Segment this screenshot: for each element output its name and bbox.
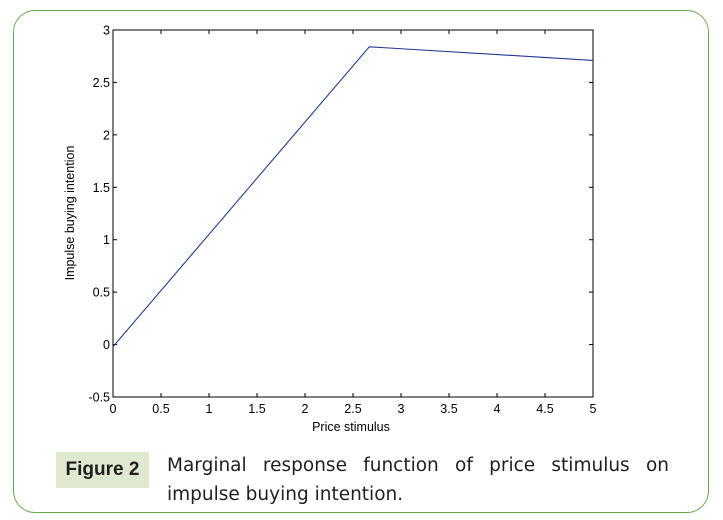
y-tick-label: 1.5 [93, 181, 110, 195]
figure-label: Figure 2 [56, 452, 149, 488]
x-tick-label: 4 [494, 402, 501, 416]
x-tick-label: 2.5 [344, 402, 361, 416]
x-tick-label: 3.5 [440, 402, 457, 416]
y-tick-label: 1 [103, 233, 110, 247]
figure-caption: Marginal response function of price stim… [167, 455, 669, 505]
y-tick-label: 0 [103, 338, 110, 352]
y-tick-label: 3 [103, 24, 110, 38]
x-tick-label: 0 [110, 402, 117, 416]
plot-area [112, 29, 594, 398]
x-tick-label: 2 [302, 402, 309, 416]
y-tick-label: 2 [103, 128, 110, 142]
series-group [112, 46, 594, 348]
y-tick-label: 2.5 [93, 76, 110, 90]
y-axis-tick-labels: -0.5 0 0.5 1 1.5 2 2.5 3 [88, 24, 110, 405]
x-tick-label: 5 [590, 402, 597, 416]
x-axis-tick-labels: 0 0.5 1 1.5 2 2.5 3 3.5 4 4.5 5 [110, 402, 597, 416]
x-axis-ticks [112, 30, 594, 397]
x-tick-label: 3 [398, 402, 405, 416]
y-tick-label: 0.5 [93, 286, 110, 300]
x-tick-label: 1 [206, 402, 213, 416]
x-tick-label: 0.5 [152, 402, 169, 416]
series-line [112, 46, 594, 348]
y-axis-label: Impulse buying intention [63, 146, 77, 281]
y-tick-label: -0.5 [88, 391, 110, 405]
x-tick-label: 4.5 [536, 402, 553, 416]
x-axis-label: Price stimulus [312, 420, 390, 434]
x-tick-label: 1.5 [248, 402, 265, 416]
